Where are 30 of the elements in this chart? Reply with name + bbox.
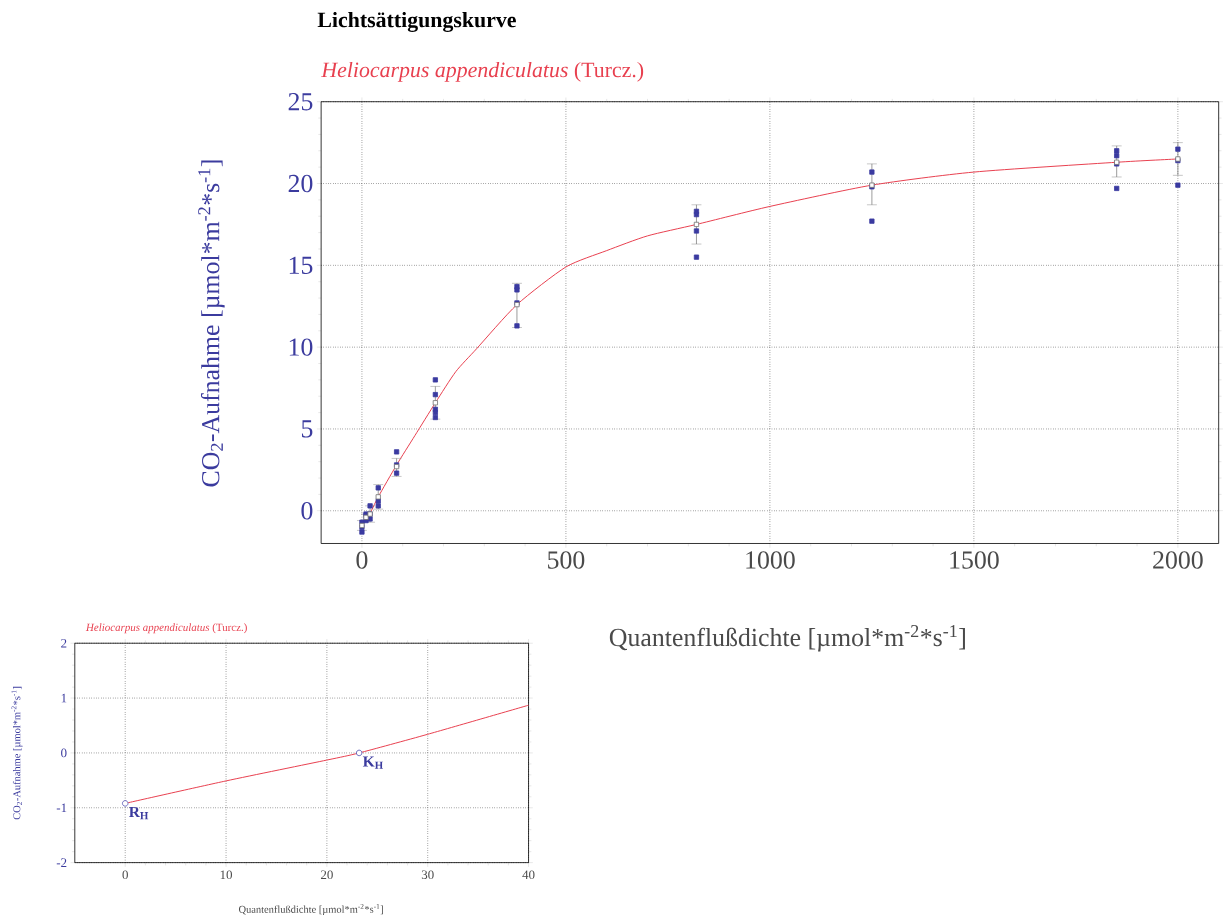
chart-title: Heliocarpus appendiculatus (Turcz.) (85, 623, 247, 633)
y-tick-label: 0 (301, 501, 313, 520)
annotation: K$_{H}$ (362, 756, 383, 769)
y-tick-label: 10 (289, 338, 313, 356)
x-axis-title: Quantenflußdichte [µmol*m$^{-2}$*s$^{-1}$] (238, 903, 383, 915)
annotation: R$_{H}$ (128, 806, 149, 819)
y-tick-label: 15 (289, 256, 313, 274)
x-axis-title: Quantenflußdichte [µmol*m$^{-2}$*s$^{-1}$] (609, 624, 965, 652)
x-tick-label: 30 (421, 870, 434, 879)
y-axis-title: CO$_{2}$-Aufnahme [µmol*m$^{-2}$*s$^{-1}$] (198, 160, 225, 487)
x-tick-label: 40 (522, 870, 535, 879)
y-tick-label: 0 (61, 748, 67, 758)
x-tick-label: 1000 (746, 551, 795, 569)
chart-title: Lichtsättigungskurve (317, 11, 516, 32)
y-axis-title: CO$_{2}$-Aufnahme [µmol*m$^{-2}$*s$^{-1}$] (11, 686, 23, 820)
y-tick-label: -2 (56, 858, 67, 867)
y-tick-label: 1 (61, 693, 67, 703)
x-tick-label: 2000 (1153, 551, 1203, 569)
x-tick-label: 500 (548, 551, 585, 569)
x-tick-label: 10 (220, 870, 233, 879)
y-tick-label: -1 (56, 803, 67, 812)
x-tick-label: 1500 (950, 551, 999, 569)
y-tick-label: 5 (301, 420, 313, 438)
y-tick-label: 2 (61, 638, 67, 648)
x-tick-label: 0 (122, 870, 128, 879)
y-tick-label: 25 (288, 92, 313, 111)
x-tick-label: 0 (356, 551, 368, 569)
chart-subtitle: Heliocarpus appendiculatus (Turcz.) (321, 61, 644, 82)
x-tick-label: 20 (320, 870, 333, 879)
y-tick-label: 20 (288, 174, 313, 192)
